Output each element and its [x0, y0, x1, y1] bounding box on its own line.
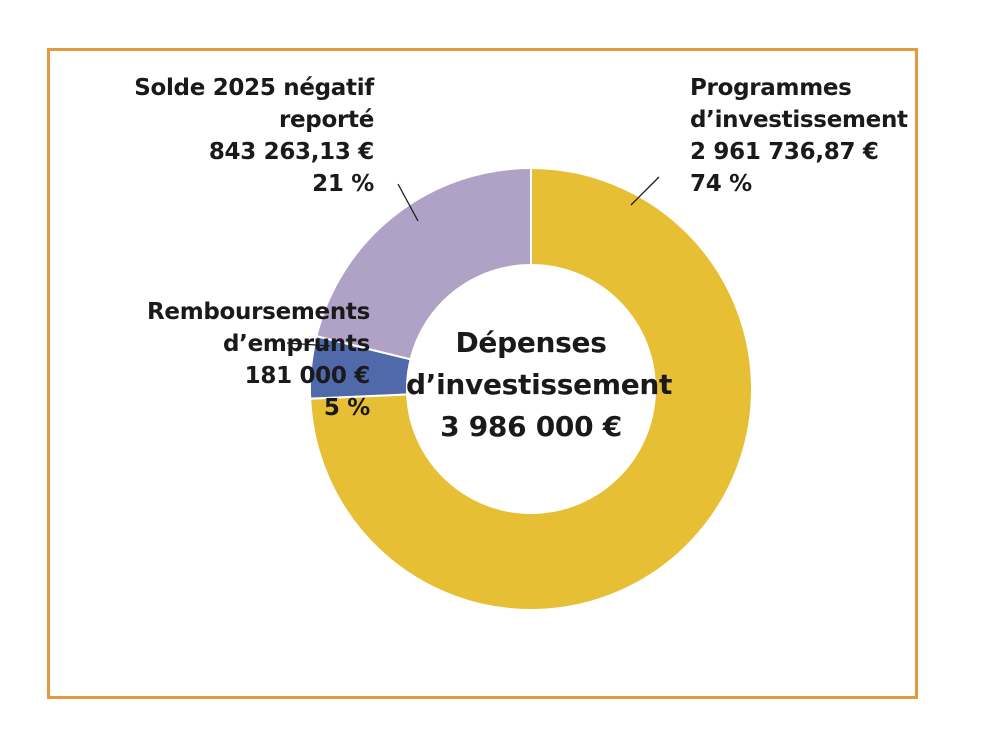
leader-programmes — [630, 176, 660, 206]
label-solde-percent: 21 % — [312, 171, 374, 197]
center-title-line2: d’investissement — [406, 368, 673, 401]
leader-remboursements — [286, 342, 331, 347]
label-programmes-amount: 2 961 736,87 € — [690, 139, 879, 165]
label-programmes-line1: Programmes — [690, 75, 852, 101]
label-programmes: Programmes d’investissement 2 961 736,87… — [690, 72, 908, 200]
center-total: 3 986 000 € — [440, 410, 622, 443]
label-remboursements: Remboursements d’emprunts 181 000 € 5 % — [147, 296, 370, 424]
slice-programmes — [309, 166, 753, 611]
label-solde-line1: Solde 2025 négatif — [134, 75, 374, 101]
slice-solde — [315, 166, 532, 361]
leader-solde — [397, 183, 419, 222]
label-solde-line2: reporté — [278, 107, 374, 133]
chart-frame — [47, 48, 918, 699]
label-programmes-percent: 74 % — [690, 171, 752, 197]
label-solde-amount: 843 263,13 € — [208, 139, 374, 165]
label-programmes-line2: d’investissement — [690, 107, 908, 133]
label-solde: Solde 2025 négatif reporté 843 263,13 € … — [134, 72, 374, 200]
label-remboursements-amount: 181 000 € — [244, 363, 371, 389]
label-remboursements-percent: 5 % — [323, 395, 370, 421]
center-title-line1: Dépenses — [455, 326, 607, 359]
label-remboursements-line2: d’emprunts — [222, 331, 370, 357]
label-remboursements-line1: Remboursements — [147, 299, 370, 325]
center-label: Dépenses d’investissement 3 986 000 € — [406, 322, 673, 448]
